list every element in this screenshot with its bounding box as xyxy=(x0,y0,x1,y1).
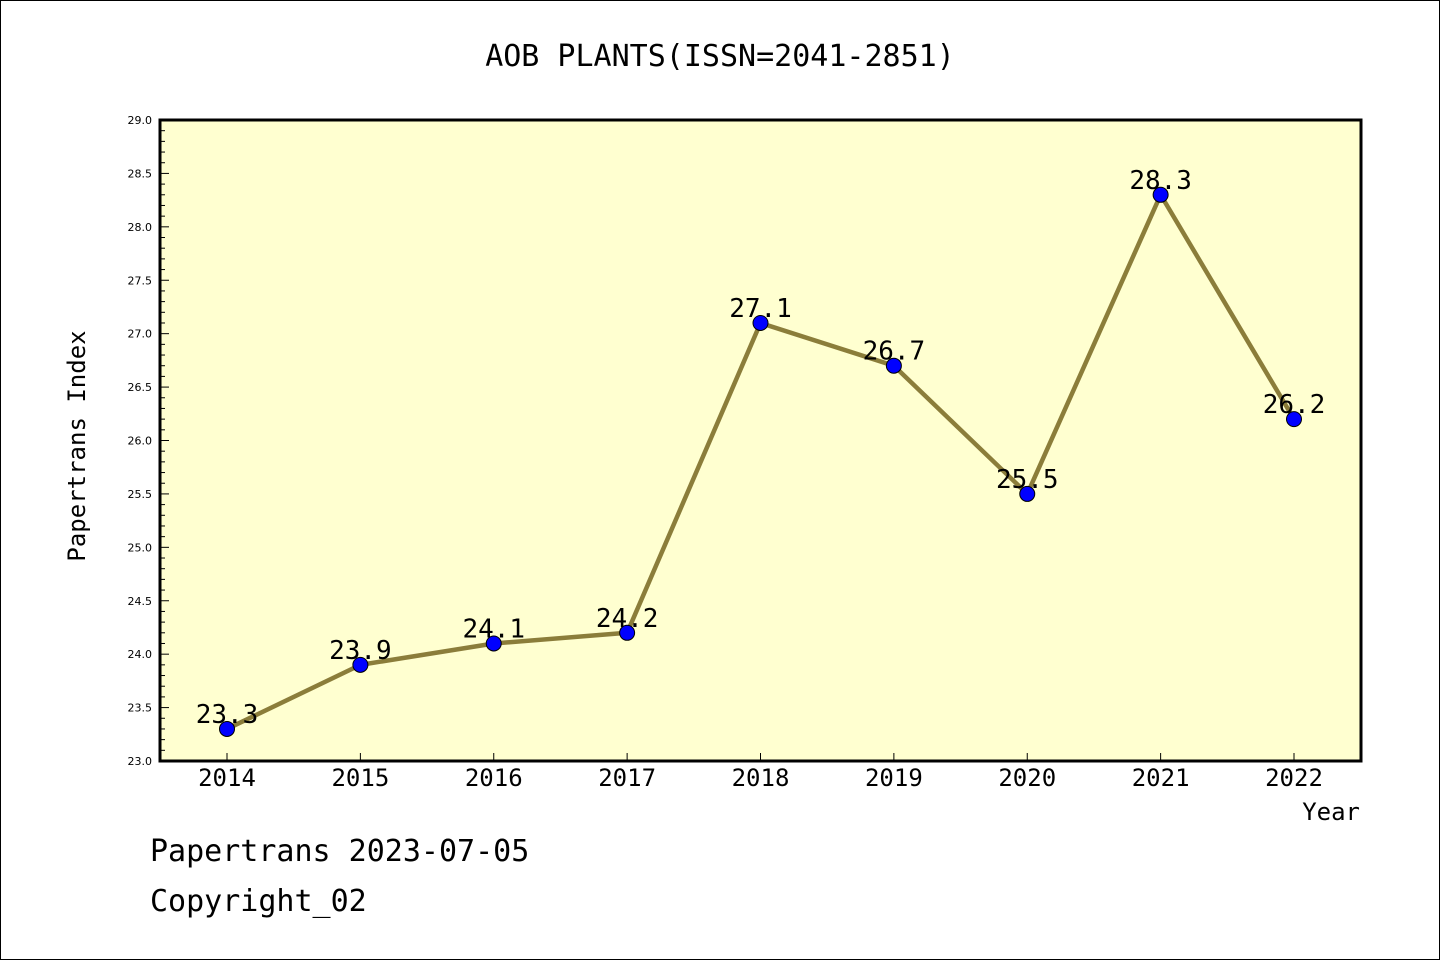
plot-area xyxy=(158,118,1363,763)
footer-date: Papertrans 2023-07-05 xyxy=(150,834,530,869)
data-label: 27.1 xyxy=(729,294,792,324)
x-tick-label: 2022 xyxy=(1265,764,1323,792)
y-tick-label: 28.0 xyxy=(128,221,153,234)
y-tick-label: 25.0 xyxy=(128,541,153,554)
y-axis: 23.0 23.5 24.0 24.5 25.0 25.5 26.0 26.5 27.0 27.5… xyxy=(128,114,169,768)
chart-title: AOB PLANTS(ISSN=2041-2851) xyxy=(485,39,955,74)
data-label: 23.3 xyxy=(196,700,259,730)
footer-copyright: Copyright_02 xyxy=(150,884,367,919)
y-tick-label: 25.5 xyxy=(128,488,153,501)
data-point-marker xyxy=(1019,485,1036,502)
series-line-group xyxy=(219,186,1302,737)
x-tick-label: 2014 xyxy=(198,764,256,792)
x-tick-label: 2019 xyxy=(865,764,923,792)
x-tick-label: 2018 xyxy=(732,764,790,792)
data-point-marker xyxy=(619,624,636,641)
y-tick-label: 26.5 xyxy=(128,381,153,394)
data-labels: 23.3 23.9 24.1 24.2 27.1 26.7 25.5 28.3 26.2 xyxy=(196,166,1326,730)
y-tick-label: 26.0 xyxy=(128,435,153,448)
y-axis-label: Papertrans Index xyxy=(63,330,91,561)
x-axis-label: Year xyxy=(1302,798,1360,826)
x-tick-label: 2017 xyxy=(598,764,656,792)
data-label: 24.1 xyxy=(462,614,525,644)
y-tick-label: 27.0 xyxy=(128,328,153,341)
data-label: 24.2 xyxy=(596,604,659,634)
data-point-marker xyxy=(885,357,902,374)
x-tick-label: 2021 xyxy=(1132,764,1190,792)
y-tick-label: 24.5 xyxy=(128,595,153,608)
data-point-marker xyxy=(219,720,235,737)
data-point-marker xyxy=(752,314,769,331)
x-tick-label: 2015 xyxy=(331,764,389,792)
data-point-marker xyxy=(485,635,502,652)
x-tick-label: 2020 xyxy=(998,764,1056,792)
y-tick-label: 29.0 xyxy=(128,114,153,127)
y-tick-label: 27.5 xyxy=(128,274,153,287)
x-axis: 2014 2015 2016 2017 2018 2019 2020 2021 2022 xyxy=(198,753,1323,792)
y-tick-label: 23.5 xyxy=(128,702,153,715)
data-label: 28.3 xyxy=(1129,166,1192,196)
data-point-marker xyxy=(1286,411,1302,428)
y-tick-label: 24.0 xyxy=(128,648,153,661)
data-label: 26.2 xyxy=(1263,390,1326,420)
data-label: 26.7 xyxy=(863,337,926,367)
data-label: 25.5 xyxy=(996,465,1059,495)
data-point-marker xyxy=(352,656,369,673)
data-label: 23.9 xyxy=(329,636,392,666)
x-tick-label: 2016 xyxy=(465,764,523,792)
y-tick-label: 28.5 xyxy=(128,167,153,180)
data-point-marker xyxy=(1152,186,1169,203)
y-tick-label: 23.0 xyxy=(128,755,153,768)
